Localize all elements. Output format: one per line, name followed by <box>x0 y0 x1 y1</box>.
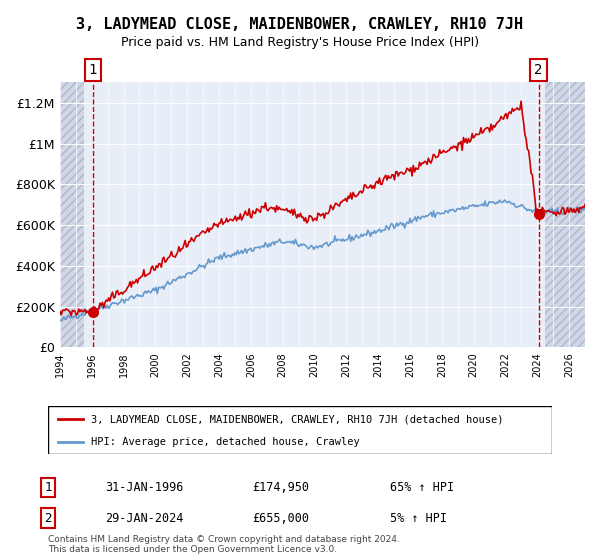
Text: £655,000: £655,000 <box>252 511 309 525</box>
Text: HPI: Average price, detached house, Crawley: HPI: Average price, detached house, Craw… <box>91 437 359 447</box>
Text: Contains HM Land Registry data © Crown copyright and database right 2024.
This d: Contains HM Land Registry data © Crown c… <box>48 535 400 554</box>
Text: 3, LADYMEAD CLOSE, MAIDENBOWER, CRAWLEY, RH10 7JH: 3, LADYMEAD CLOSE, MAIDENBOWER, CRAWLEY,… <box>76 17 524 32</box>
Text: 3, LADYMEAD CLOSE, MAIDENBOWER, CRAWLEY, RH10 7JH (detached house): 3, LADYMEAD CLOSE, MAIDENBOWER, CRAWLEY,… <box>91 414 503 424</box>
Text: 5% ↑ HPI: 5% ↑ HPI <box>390 511 447 525</box>
Bar <box>545 82 585 347</box>
Text: 29-JAN-2024: 29-JAN-2024 <box>105 511 184 525</box>
Text: 65% ↑ HPI: 65% ↑ HPI <box>390 480 454 494</box>
Text: 2: 2 <box>535 63 543 77</box>
Text: 31-JAN-1996: 31-JAN-1996 <box>105 480 184 494</box>
Text: 1: 1 <box>89 63 97 77</box>
Text: 1: 1 <box>44 480 52 494</box>
Bar <box>60 82 84 347</box>
Text: Price paid vs. HM Land Registry's House Price Index (HPI): Price paid vs. HM Land Registry's House … <box>121 36 479 49</box>
Text: £174,950: £174,950 <box>252 480 309 494</box>
Text: 2: 2 <box>44 511 52 525</box>
